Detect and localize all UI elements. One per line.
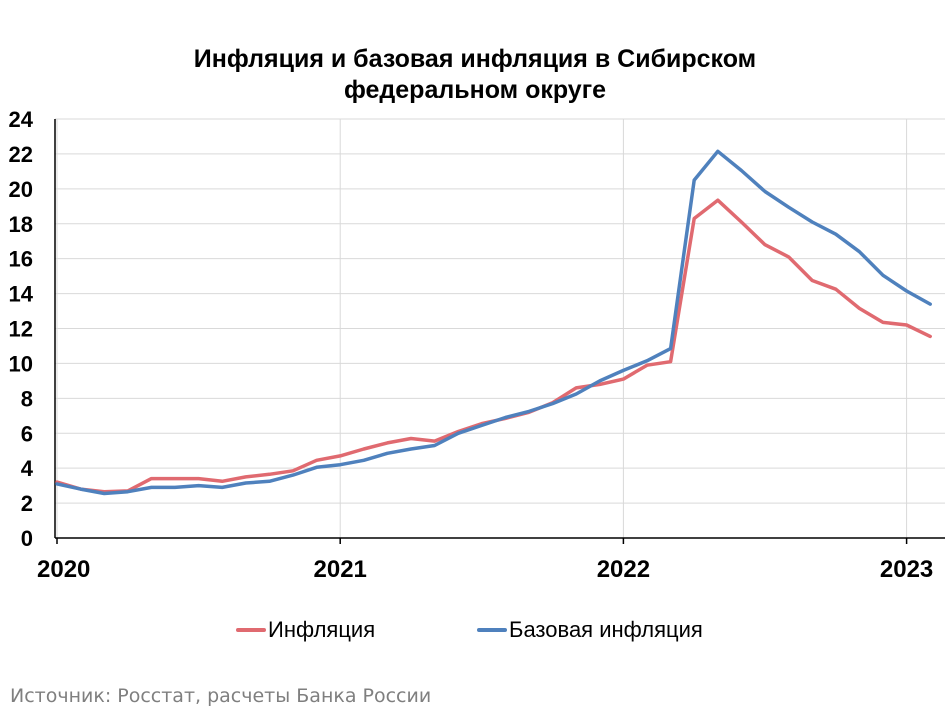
y-tick-label: 20 xyxy=(9,177,33,202)
legend-swatch-inflation xyxy=(236,628,266,632)
x-tick-label: 2021 xyxy=(314,556,367,583)
y-tick-label: 6 xyxy=(21,421,33,446)
x-tick-label: 2022 xyxy=(597,556,650,583)
series-line-inflation xyxy=(55,198,932,494)
y-tick-label: 8 xyxy=(21,386,33,411)
y-tick-label: 24 xyxy=(9,107,34,132)
y-tick-label: 14 xyxy=(9,282,34,307)
y-tick-label: 16 xyxy=(9,247,33,272)
legend-swatch-core-inflation xyxy=(477,628,507,632)
y-tick-label: 0 xyxy=(21,526,33,551)
legend-label-core-inflation: Базовая инфляция xyxy=(509,617,703,642)
x-tick-label: 2023 xyxy=(880,556,933,583)
source-note: Источник: Росстат, расчеты Банка России xyxy=(10,685,432,707)
legend-item-core-inflation: Базовая инфляция xyxy=(477,617,703,643)
x-tick-label: 2020 xyxy=(37,556,90,583)
chart-title-line-1: Инфляция и базовая инфляция в Сибирском xyxy=(193,45,757,73)
y-tick-label: 10 xyxy=(9,351,33,376)
y-tick-label: 4 xyxy=(21,456,34,481)
y-tick-label: 22 xyxy=(9,142,33,167)
chart-title-line-2: федеральном округе xyxy=(343,76,607,104)
legend-item-inflation: Инфляция xyxy=(236,617,375,643)
y-tick-label: 18 xyxy=(9,212,33,237)
y-tick-label: 12 xyxy=(9,317,33,342)
legend-label-inflation: Инфляция xyxy=(268,617,376,642)
chart-title: Инфляция и базовая инфляция в Сибирском … xyxy=(0,44,950,106)
series-line-core-inflation xyxy=(55,149,932,496)
y-tick-label: 2 xyxy=(21,491,33,516)
